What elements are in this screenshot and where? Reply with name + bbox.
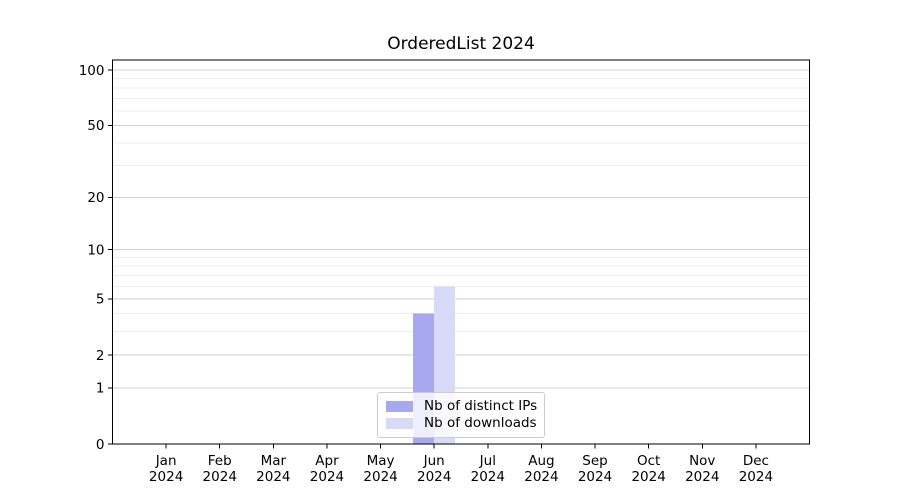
chart-title: OrderedList 2024 <box>387 34 535 54</box>
y-gridlines-major <box>112 69 810 389</box>
x-axis-ticks: Jan2024Feb2024Mar2024Apr2024May2024Jun20… <box>149 444 773 485</box>
y-tick-label: 50 <box>87 118 104 134</box>
x-tick-label-month: Jan <box>155 453 177 469</box>
x-tick-label-year: 2024 <box>739 469 773 485</box>
x-tick-label-year: 2024 <box>310 469 344 485</box>
legend: Nb of distinct IPs Nb of downloads <box>377 392 545 438</box>
y-tick-label: 2 <box>96 348 105 364</box>
x-tick-label-month: Nov <box>689 453 715 469</box>
y-tick-label: 10 <box>87 242 104 258</box>
x-tick-label-month: Dec <box>743 453 769 469</box>
x-tick-label-year: 2024 <box>203 469 237 485</box>
x-tick-label-year: 2024 <box>363 469 397 485</box>
x-tick-label-year: 2024 <box>578 469 612 485</box>
x-tick-label-month: Feb <box>208 453 232 469</box>
x-tick-label-month: Sep <box>582 453 607 469</box>
y-tick-label: 5 <box>96 292 105 308</box>
y-tick-label: 20 <box>87 190 104 206</box>
x-tick-label-month: Aug <box>528 453 554 469</box>
y-tick-label: 1 <box>96 381 105 397</box>
legend-swatch-distinct-ips <box>386 400 413 412</box>
x-tick-label-month: Jul <box>479 453 496 469</box>
y-tick-label: 100 <box>79 63 105 79</box>
x-tick-label-month: Jun <box>423 453 445 469</box>
x-tick-label-month: Oct <box>637 453 660 469</box>
x-tick-label-year: 2024 <box>256 469 290 485</box>
x-tick-label-month: Mar <box>261 453 287 469</box>
x-tick-label-year: 2024 <box>471 469 505 485</box>
x-tick-label-month: May <box>367 453 395 469</box>
legend-item-downloads: Nb of downloads <box>378 414 544 431</box>
x-tick-label-year: 2024 <box>631 469 665 485</box>
y-axis-ticks: 0 1 2 5 10 20 50 100 <box>79 63 113 453</box>
legend-label-downloads: Nb of downloads <box>424 414 537 431</box>
y-tick-label: 0 <box>96 437 105 453</box>
y-gridlines-minor <box>112 77 810 333</box>
legend-item-distinct-ips: Nb of distinct IPs <box>378 397 544 414</box>
x-tick-label-year: 2024 <box>685 469 719 485</box>
x-tick-label-year: 2024 <box>417 469 451 485</box>
plot-border <box>112 59 810 445</box>
legend-swatch-downloads <box>386 418 413 430</box>
x-tick-label-year: 2024 <box>149 469 183 485</box>
x-tick-label-month: Apr <box>315 453 339 469</box>
x-tick-label-year: 2024 <box>524 469 558 485</box>
legend-label-distinct-ips: Nb of distinct IPs <box>424 397 538 414</box>
